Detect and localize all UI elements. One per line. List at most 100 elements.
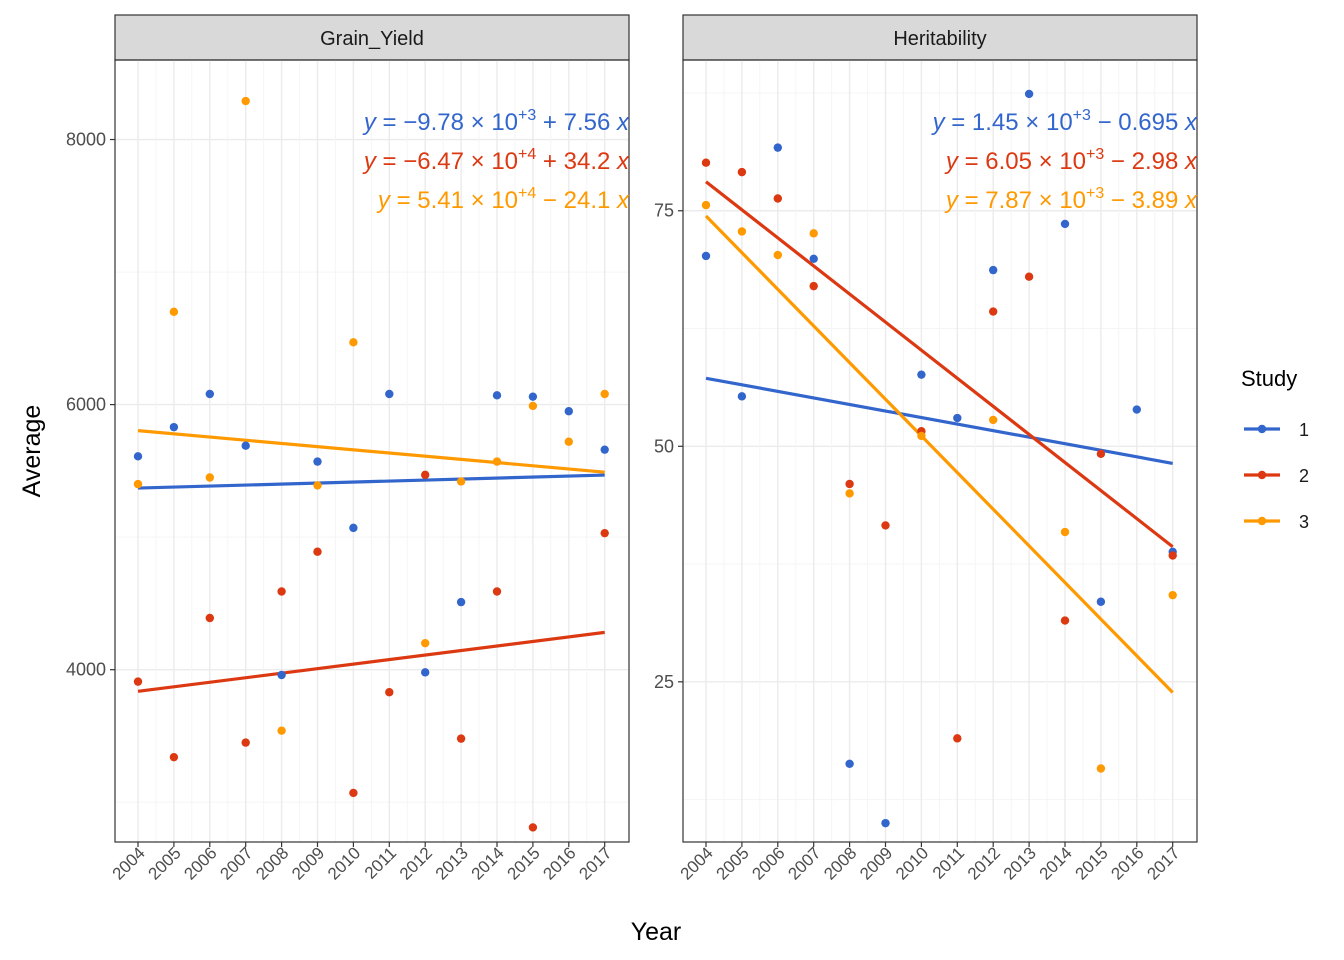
equation-study-2: y = −6.47 × 10+4 + 34.2 x <box>362 146 630 175</box>
data-point-study-3 <box>421 638 430 648</box>
data-point-study-3 <box>349 338 358 347</box>
data-point-study-1 <box>133 452 143 461</box>
data-point-study-1 <box>421 668 430 677</box>
data-point-study-2 <box>385 688 394 697</box>
y-axis-ticks: 4000 6000 8000 <box>66 130 115 680</box>
data-point-study-3 <box>492 457 502 466</box>
legend-label: 1 <box>1299 420 1309 440</box>
data-point-study-3 <box>241 96 250 106</box>
x-tick-label: 2005 <box>145 843 185 883</box>
y-axis-ticks: 25 50 75 <box>654 201 683 692</box>
data-point-study-1 <box>456 597 466 607</box>
x-axis-title: Year <box>631 918 682 946</box>
data-point-study-1 <box>169 422 179 432</box>
y-tick-label: 8000 <box>66 130 106 150</box>
legend-label: 3 <box>1299 512 1309 532</box>
x-tick-label: 2012 <box>964 843 1004 883</box>
data-point-study-1 <box>277 670 286 680</box>
data-point-study-3 <box>1168 590 1177 600</box>
x-tick-label: 2015 <box>1072 843 1112 883</box>
x-tick-label: 2004 <box>677 843 717 883</box>
data-point-study-1 <box>773 143 782 152</box>
data-point-study-3 <box>809 229 818 238</box>
x-tick-label: 2009 <box>288 843 328 883</box>
x-tick-label: 2010 <box>324 843 364 883</box>
panel-border <box>114 59 630 843</box>
equation-study-1: y = 1.45 × 10+3 − 0.695 x <box>931 107 1198 136</box>
x-tick-label: 2008 <box>820 843 860 883</box>
data-point-study-1 <box>349 523 358 533</box>
fit-line-study-3 <box>137 429 605 474</box>
data-point-study-1 <box>492 391 502 400</box>
data-points <box>701 89 1177 828</box>
data-point-study-3 <box>701 200 711 210</box>
strip-title: Heritability <box>893 28 986 50</box>
x-tick-label: 2010 <box>892 843 932 883</box>
regression-lines <box>704 180 1174 694</box>
data-point-study-1 <box>1060 219 1070 229</box>
legend-label: 2 <box>1299 466 1309 486</box>
data-point-study-3 <box>205 473 214 482</box>
data-point-study-2 <box>205 613 214 623</box>
x-tick-label: 2013 <box>432 843 472 883</box>
data-point-study-3 <box>737 227 747 236</box>
data-point-study-2 <box>600 528 609 538</box>
legend: Study 1 2 3 <box>1241 366 1309 532</box>
data-point-study-3 <box>133 479 143 489</box>
data-point-study-3 <box>845 489 854 498</box>
data-point-study-1 <box>1096 597 1106 606</box>
panel-heritability: Heritability 25 50 75 20042005200620072008… <box>654 14 1198 884</box>
data-point-study-3 <box>773 250 782 260</box>
data-point-study-3 <box>1096 764 1106 773</box>
regression-equations: y = 1.45 × 10+3 − 0.695 x y = 6.05 × 10+3… <box>931 107 1198 214</box>
data-point-study-2 <box>1060 616 1070 625</box>
y-tick-label: 25 <box>654 672 674 692</box>
data-point-study-2 <box>313 547 322 556</box>
y-tick-label: 6000 <box>66 395 106 415</box>
data-point-study-1 <box>953 413 962 423</box>
legend-key-point <box>1257 424 1267 434</box>
legend-key-point <box>1257 470 1267 480</box>
data-point-study-2 <box>1096 449 1106 459</box>
data-point-study-2 <box>169 752 179 762</box>
y-tick-label: 4000 <box>66 660 106 680</box>
fit-line-study-2 <box>137 630 605 693</box>
data-point-study-1 <box>845 759 854 768</box>
data-point-study-1 <box>1132 405 1142 414</box>
data-point-study-3 <box>169 307 179 317</box>
data-point-study-1 <box>881 818 890 828</box>
y-tick-label: 50 <box>654 436 674 456</box>
fit-line-study-3 <box>704 214 1174 694</box>
data-point-study-2 <box>773 194 782 203</box>
strip-background <box>114 14 630 61</box>
fit-line-study-1 <box>137 473 605 490</box>
data-point-study-3 <box>564 437 573 446</box>
x-tick-label: 2012 <box>396 843 436 883</box>
x-tick-label: 2011 <box>361 843 400 882</box>
data-point-study-2 <box>701 158 711 167</box>
data-point-study-2 <box>241 738 250 747</box>
panel-border <box>682 59 1198 843</box>
data-point-study-2 <box>881 521 890 530</box>
data-point-study-3 <box>1060 527 1070 537</box>
fit-line-study-1 <box>705 376 1173 465</box>
data-point-study-1 <box>737 392 747 401</box>
grid-lines <box>683 60 1197 842</box>
regression-lines <box>137 429 605 693</box>
data-point-study-3 <box>917 431 926 441</box>
equation-study-2: y = 6.05 × 10+3 − 2.98 x <box>944 146 1198 175</box>
data-points <box>133 96 609 832</box>
x-axis-ticks: 2004200520062007200820092010201120122013… <box>677 842 1184 884</box>
data-point-study-2 <box>492 587 502 596</box>
data-point-study-2 <box>456 734 466 743</box>
data-point-study-2 <box>421 470 430 480</box>
x-tick-label: 2006 <box>180 843 220 883</box>
data-point-study-2 <box>528 823 538 832</box>
equation-study-3: y = 7.87 × 10+3 − 3.89 x <box>944 185 1198 214</box>
x-tick-label: 2016 <box>1107 843 1147 883</box>
data-point-study-1 <box>313 457 322 466</box>
x-tick-label: 2014 <box>468 843 508 883</box>
data-point-study-1 <box>1024 89 1034 99</box>
x-tick-label: 2004 <box>109 843 149 883</box>
